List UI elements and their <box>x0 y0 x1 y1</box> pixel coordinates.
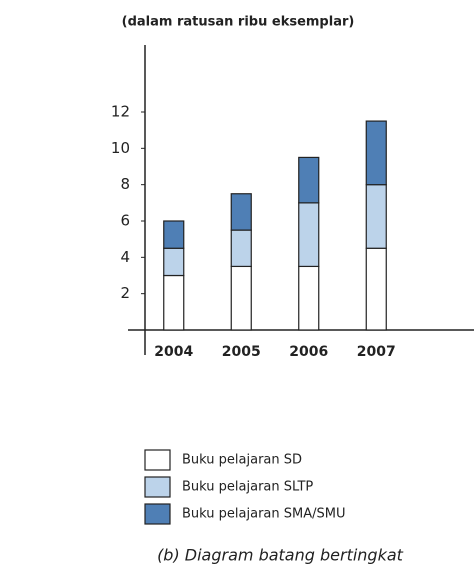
y-tick-label: 8 <box>120 175 130 193</box>
bar-segment <box>230 265 252 331</box>
x-tick-label: 2005 <box>222 344 261 360</box>
x-tick-label: 2006 <box>289 344 328 360</box>
y-tick-label: 6 <box>120 212 130 230</box>
legend-swatch <box>144 503 171 525</box>
legend-swatch <box>144 449 171 471</box>
caption: (b) Diagram batang bertingkat <box>157 546 404 565</box>
legend-label: Buku pelajaran SMA/SMU <box>182 507 345 522</box>
bar-segment <box>298 265 320 331</box>
bar-segment <box>365 247 387 331</box>
bar-segment <box>230 229 252 268</box>
bar-segment <box>163 247 185 277</box>
bar-segment <box>230 193 252 231</box>
x-tick-label: 2007 <box>357 344 396 360</box>
y-tick-label: 12 <box>111 103 130 121</box>
bar-segment <box>163 274 185 331</box>
legend-label: Buku pelajaran SD <box>182 453 302 468</box>
legend-label: Buku pelajaran SLTP <box>182 480 313 495</box>
y-tick-label: 10 <box>111 139 130 157</box>
bar-segment <box>298 202 320 268</box>
y-tick-label: 2 <box>120 284 130 302</box>
x-tick-label: 2004 <box>154 344 193 360</box>
bar-segment <box>163 220 185 249</box>
legend-swatch <box>144 476 171 498</box>
bar-segment <box>298 156 320 204</box>
chart-title: (dalam ratusan ribu eksemplar) <box>122 15 355 30</box>
bar-segment <box>365 184 387 249</box>
y-tick-label: 4 <box>120 248 130 266</box>
bar-segment <box>365 120 387 186</box>
